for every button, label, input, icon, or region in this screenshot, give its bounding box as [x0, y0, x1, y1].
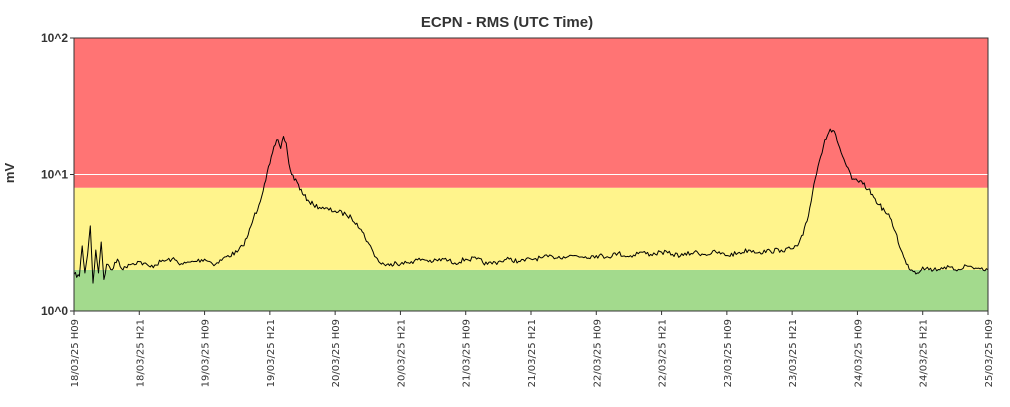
axes [70, 37, 989, 315]
x-tick-labels: 18/03/25 H09 18/03/25 H21 19/03/25 H09 19/0… [70, 319, 995, 387]
x-tick-label-14: 25/03/25 H09 [984, 319, 995, 387]
threshold-band-1 [74, 187, 988, 270]
x-tick-label-9: 22/03/25 H21 [658, 319, 669, 387]
x-tick-label-11: 23/03/25 H21 [788, 319, 799, 387]
x-tick-label-4: 20/03/25 H09 [331, 319, 342, 387]
series-layer [73, 128, 989, 284]
x-tick-label-1: 18/03/25 H21 [135, 319, 146, 387]
series-line-0 [73, 128, 989, 284]
y-tick-label-2: 10^2 [41, 31, 68, 45]
y-tick-label-0: 10^0 [41, 304, 68, 318]
x-tick-label-8: 22/03/25 H09 [592, 319, 603, 387]
x-tick-label-5: 20/03/25 H21 [396, 319, 407, 387]
threshold-bands [74, 38, 988, 311]
x-tick-label-2: 19/03/25 H09 [201, 319, 212, 387]
x-tick-label-3: 19/03/25 H21 [266, 319, 277, 387]
threshold-band-0 [74, 269, 988, 311]
y-axis-label: mV [2, 163, 17, 184]
chart-title: ECPN - RMS (UTC Time) [421, 14, 593, 31]
x-tick-label-7: 21/03/25 H21 [527, 319, 538, 387]
x-tick-label-12: 24/03/25 H09 [853, 319, 864, 387]
y-tick-label-1: 10^1 [41, 168, 68, 182]
x-tick-label-10: 23/03/25 H09 [723, 319, 734, 387]
x-tick-label-6: 21/03/25 H09 [462, 319, 473, 387]
x-tick-label-0: 18/03/25 H09 [70, 319, 81, 387]
threshold-band-2 [74, 38, 988, 188]
y-tick-labels: 10^0 10^1 10^2 [41, 31, 68, 318]
x-tick-label-13: 24/03/25 H21 [919, 319, 930, 387]
